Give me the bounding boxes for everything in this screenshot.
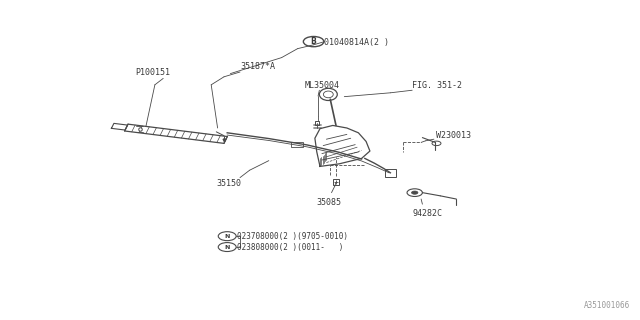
Circle shape — [412, 191, 418, 194]
Text: 023708000(2 )(9705-0010): 023708000(2 )(9705-0010) — [237, 232, 348, 241]
Text: B: B — [311, 37, 316, 46]
Text: W230013: W230013 — [436, 131, 472, 140]
Text: 35085: 35085 — [317, 198, 342, 207]
Circle shape — [303, 36, 324, 47]
Text: P100151: P100151 — [136, 68, 171, 77]
Text: 01040814A(2 ): 01040814A(2 ) — [324, 38, 390, 47]
Text: 35150: 35150 — [216, 179, 241, 188]
Text: FIG. 351-2: FIG. 351-2 — [412, 81, 462, 90]
Ellipse shape — [323, 91, 333, 98]
Text: N: N — [225, 234, 230, 239]
Bar — [291, 142, 303, 147]
Text: A351001066: A351001066 — [584, 301, 630, 310]
Circle shape — [218, 243, 236, 252]
Text: 023808000(2 )(0011-   ): 023808000(2 )(0011- ) — [237, 243, 343, 252]
Circle shape — [432, 141, 441, 146]
Circle shape — [218, 232, 236, 241]
Text: ML35004: ML35004 — [305, 81, 340, 90]
Text: N: N — [225, 244, 230, 250]
Ellipse shape — [319, 88, 337, 100]
Bar — [385, 169, 396, 177]
Text: 94282C: 94282C — [413, 209, 443, 218]
Text: 35187*A: 35187*A — [241, 62, 276, 71]
Circle shape — [407, 189, 422, 196]
